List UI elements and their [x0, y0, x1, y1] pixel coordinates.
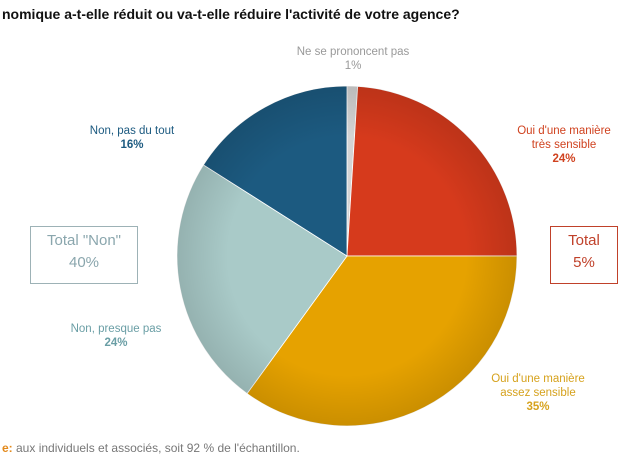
total-non-label: Total "Non"	[46, 232, 122, 249]
label-presque-pas: Non, presque pas 24%	[66, 322, 166, 350]
slice-value: 1%	[344, 60, 362, 72]
total-oui-label: Total	[568, 232, 600, 249]
total-oui-box: Total 5%	[550, 226, 618, 284]
total-non-box: Total "Non" 40%	[30, 226, 138, 284]
footnote: e: aux individuels et associés, soit 92 …	[2, 441, 300, 455]
slice-label: assez sensible	[500, 387, 576, 399]
footnote-text: aux individuels et associés, soit 92 % d…	[12, 441, 300, 455]
slice-label: Oui d'une manière	[517, 125, 611, 137]
pie-shading	[177, 86, 517, 426]
total-non-value: 40%	[68, 254, 100, 271]
chart-title: nomique a-t-elle réduit ou va-t-elle réd…	[2, 6, 460, 22]
slice-value: 24%	[104, 337, 128, 349]
slice-label: Oui d'une manière	[491, 373, 585, 385]
label-ne-se-prononcent: Ne se prononcent pas 1%	[293, 45, 413, 73]
slice-label: Non, presque pas	[70, 323, 162, 335]
slice-label: Non, pas du tout	[89, 125, 175, 137]
slice-value: 24%	[552, 153, 576, 165]
label-pas-du-tout: Non, pas du tout 16%	[82, 124, 182, 152]
total-oui-value: 5%	[573, 254, 595, 271]
label-tres-sensible: Oui d'une manière très sensible 24%	[510, 124, 618, 166]
slice-label: très sensible	[531, 139, 597, 151]
label-assez-sensible: Oui d'une manière assez sensible 35%	[484, 372, 592, 414]
slice-label: Ne se prononcent pas	[296, 46, 410, 58]
slice-value: 35%	[526, 401, 550, 413]
footnote-prefix: e:	[2, 441, 13, 455]
slice-value: 16%	[120, 139, 144, 151]
